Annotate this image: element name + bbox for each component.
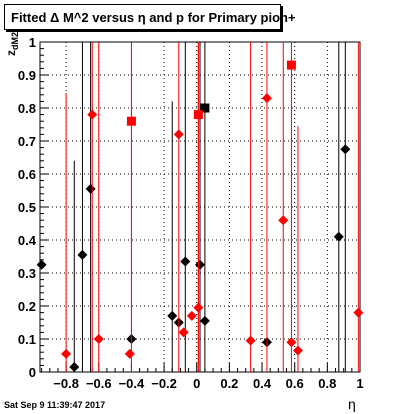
data-point-diamond [77, 249, 88, 260]
x-tick-label: −0.4 [119, 376, 145, 391]
y-tick-label: 0.7 [18, 134, 36, 149]
x-tick-label: −0.6 [86, 376, 112, 391]
y-tick-label: 0.6 [18, 167, 36, 182]
data-point-diamond [278, 215, 289, 226]
data-point-diamond [178, 327, 189, 338]
footer-timestamp: Sat Sep 9 11:39:47 2017 [4, 400, 106, 410]
y-tick-label: 1 [29, 35, 36, 50]
data-point-diamond [193, 302, 204, 313]
x-tick-label: 0.4 [253, 376, 272, 391]
data-point-diamond [245, 335, 256, 346]
y-tick-label: 0.5 [18, 200, 36, 215]
data-point-diamond [173, 129, 184, 140]
x-tick-label: 1 [356, 376, 363, 391]
data-point-diamond [292, 345, 303, 356]
data-point-diamond [186, 310, 197, 321]
data-point-diamond [180, 256, 191, 267]
y-tick-label: 0 [29, 365, 36, 380]
y-tick-label: 0.1 [18, 332, 36, 347]
y-tick-label: 0.4 [18, 233, 37, 248]
x-tick-label: −0.8 [53, 376, 79, 391]
data-point-square [200, 103, 210, 113]
data-point-diamond [333, 231, 344, 242]
data-point-diamond [340, 144, 351, 155]
chart-title: Fitted Δ M^2 versus η and p for Primary … [4, 4, 296, 30]
x-tick-label: 0 [193, 376, 200, 391]
data-point-diamond [36, 259, 47, 270]
data-point-diamond [87, 109, 98, 120]
data-point-diamond [124, 348, 135, 359]
data-point-square [126, 116, 136, 126]
x-axis-title: η [348, 396, 356, 412]
y-axis-subscript: dM2 [10, 32, 20, 50]
data-point-diamond [353, 307, 364, 318]
data-point-diamond [85, 183, 96, 194]
y-tick-label: 0.3 [18, 266, 36, 281]
data-point-diamond [93, 334, 104, 344]
y-tick-label: 0.9 [18, 68, 36, 83]
x-tick-label: 0.2 [220, 376, 238, 391]
x-tick-label: 0.6 [286, 376, 304, 391]
y-tick-label: 0.2 [18, 299, 36, 314]
y-tick-label: 0.8 [18, 101, 36, 116]
data-point-diamond [167, 310, 178, 321]
data-point-diamond [195, 259, 205, 270]
data-point-diamond [261, 93, 272, 104]
data-point-square [286, 60, 296, 70]
y-axis-title: zdM2 [4, 32, 20, 56]
data-point-diamond [69, 362, 80, 373]
x-tick-label: 0.8 [318, 376, 336, 391]
x-tick-label: −0.2 [151, 376, 177, 391]
data-point-diamond [61, 348, 72, 359]
